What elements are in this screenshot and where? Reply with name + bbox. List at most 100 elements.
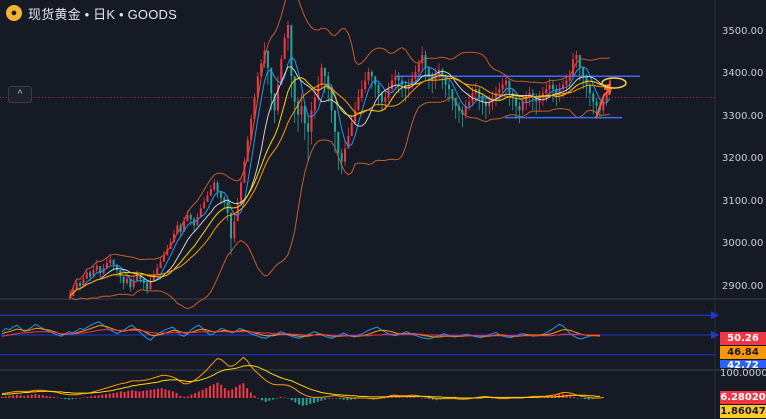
macd-histogram-bar (279, 396, 282, 398)
candle-body (481, 97, 484, 102)
candle-body (243, 161, 246, 183)
candle-body (340, 153, 343, 162)
oscillator-badge: 50.26 (720, 332, 766, 345)
candle-body (370, 71, 373, 77)
candle-body (310, 110, 313, 132)
macd-histogram-bar (316, 398, 319, 402)
macd-histogram-bar (75, 398, 78, 399)
candle-body (384, 97, 387, 102)
candle-body (196, 216, 199, 226)
candle-body (122, 276, 125, 284)
candle-body (253, 97, 256, 119)
candle-body (250, 118, 253, 141)
candle-body (223, 197, 226, 203)
macd-histogram-bar (261, 398, 263, 401)
drawing-tools (595, 77, 627, 119)
macd-histogram-bar (290, 398, 293, 401)
macd-histogram-bar (246, 388, 249, 398)
macd-histogram-bar (67, 398, 70, 400)
candle-body (132, 280, 135, 288)
candle-body (461, 110, 464, 115)
candle-body (290, 25, 293, 77)
candle-body (166, 248, 169, 256)
bollinger-bands (69, 0, 611, 310)
bollinger-middle (69, 78, 611, 297)
macd-histogram-bar (15, 394, 18, 398)
macd-histogram-bar (324, 398, 327, 400)
candle-body (444, 76, 447, 85)
collapse-button[interactable]: ^ (8, 86, 32, 103)
candle-body (354, 110, 357, 124)
macd-histogram-bar (565, 394, 568, 398)
macd-histogram-bar (420, 398, 423, 399)
candle-body (337, 131, 340, 153)
candle-body (92, 270, 95, 277)
candle-body (397, 76, 400, 81)
candle-body (427, 67, 430, 77)
ma5-line (69, 55, 611, 297)
macd-histogram-bar (64, 398, 67, 400)
bollinger-upper (69, 0, 611, 297)
macd-histogram-bar (168, 390, 171, 398)
macd-histogram-bar (305, 398, 308, 406)
macd-histogram-bar (12, 395, 15, 398)
macd-histogram-bar (45, 395, 48, 398)
macd-histogram-bar (157, 388, 159, 398)
macd-histogram-bar (197, 391, 200, 398)
macd-histogram-bar (405, 396, 408, 398)
candle-body (280, 59, 283, 85)
macd-histogram-bar (30, 394, 33, 398)
candle-body (568, 76, 571, 81)
candle-body (99, 266, 102, 274)
candle-body (562, 84, 565, 90)
candle-body (572, 59, 575, 77)
macd-histogram-bar (272, 398, 275, 400)
candle-body (505, 80, 508, 85)
candle-body (303, 106, 306, 124)
price-tick: 3100.00 (722, 196, 764, 207)
macd-histogram-bar (71, 398, 74, 400)
macd-histogram-bar (268, 398, 271, 401)
candle-body (344, 148, 347, 162)
candle-body (518, 106, 521, 111)
macd-histogram-bar (576, 398, 579, 399)
candle-body (394, 76, 397, 81)
candle-body (592, 93, 595, 102)
macd-histogram-bar (294, 398, 297, 403)
macd-histogram-bar (142, 390, 145, 398)
candle-body (317, 84, 320, 98)
candle-body (521, 101, 524, 111)
macd-histogram-bar (394, 396, 397, 398)
candle-body (236, 204, 239, 222)
macd-histogram-bar (112, 393, 115, 398)
macd-histogram-bar (413, 396, 416, 398)
macd-histogram-bar (480, 396, 483, 398)
macd-histogram-bar (127, 390, 130, 398)
macd-histogram-bar (457, 398, 460, 400)
candle-body (176, 225, 179, 235)
candle-body (105, 263, 108, 269)
candle-body (82, 278, 85, 287)
oscillator-panel (0, 311, 719, 356)
macd-histogram-bar (238, 384, 241, 398)
macd-histogram-bar (257, 398, 260, 399)
macd-histogram-bar (19, 395, 22, 398)
macd-histogram-bar (79, 398, 81, 399)
macd-histogram-bar (131, 390, 133, 398)
price-tick: 2900.00 (722, 281, 764, 292)
ellipse-annotation (601, 77, 627, 89)
macd-badge: 1.86047 (720, 405, 766, 418)
candle-body (588, 84, 591, 94)
candle-body (189, 214, 192, 220)
macd-histogram-bar (561, 393, 564, 398)
macd-histogram-bar (149, 389, 152, 398)
candle-body (498, 89, 501, 94)
macd-line (1, 365, 600, 399)
candle-body (558, 89, 561, 94)
macd-histogram-bar (584, 398, 587, 400)
macd-histogram-bar (587, 398, 590, 400)
macd-histogram-bar (339, 398, 341, 400)
macd-histogram-bar (402, 397, 405, 399)
